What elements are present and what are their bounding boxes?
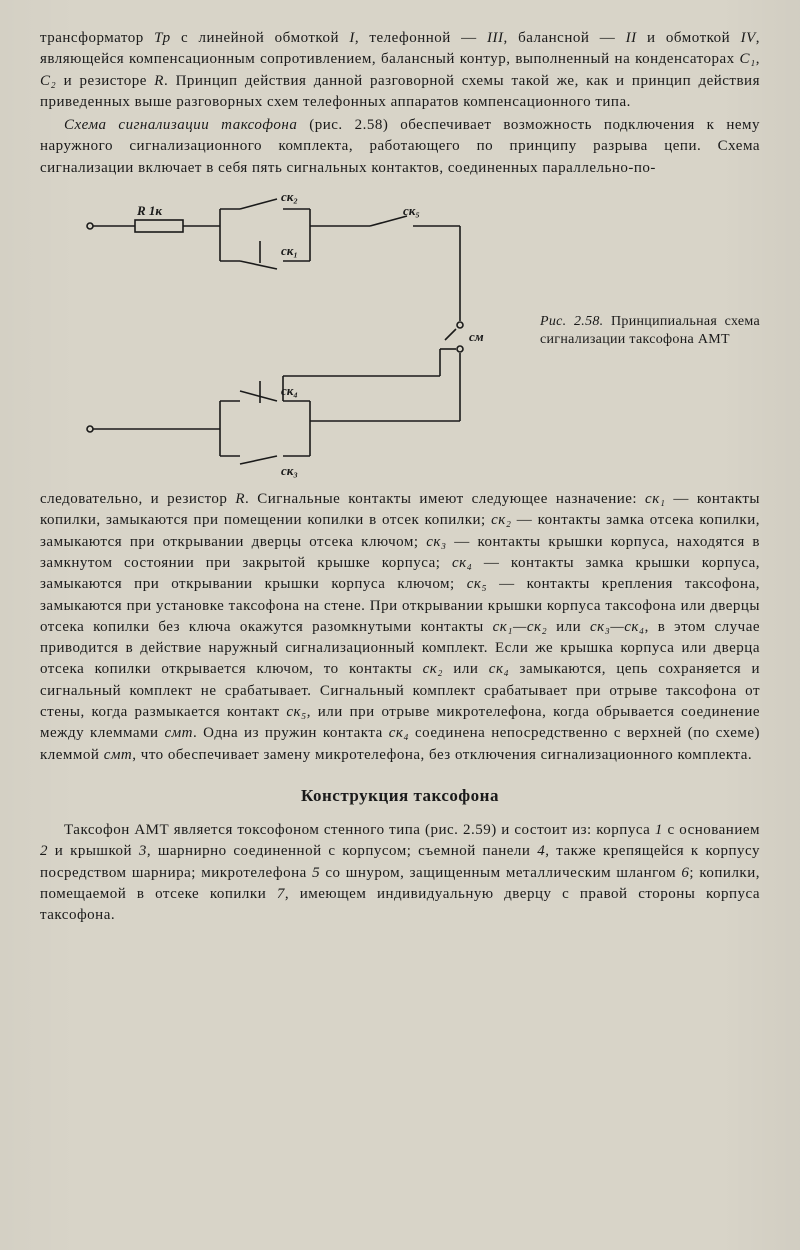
symbol: R bbox=[235, 491, 245, 507]
text: , телефонной — bbox=[355, 30, 487, 46]
symbol: ск₄ bbox=[452, 555, 472, 571]
text: со шнуром, защищенным металлическим шлан… bbox=[320, 865, 681, 881]
symbol: смт bbox=[104, 747, 133, 763]
symbol: ск₅ bbox=[467, 576, 487, 592]
italic-phrase: Схема сигнализации таксофона bbox=[64, 117, 297, 133]
label-cm: см bbox=[469, 329, 484, 344]
text: с линейной обмоткой bbox=[171, 30, 350, 46]
symbol: III bbox=[487, 30, 504, 46]
symbol: ск₂ bbox=[491, 512, 511, 528]
text: , bbox=[756, 51, 760, 67]
symbol: смт bbox=[164, 725, 193, 741]
paragraph-3: следовательно, и резистор R. Сигнальные … bbox=[40, 489, 760, 766]
text: следовательно, и резистор bbox=[40, 491, 235, 507]
paragraph-1: трансформатор Тр с линейной обмоткой I, … bbox=[40, 28, 760, 113]
symbol: R bbox=[154, 73, 164, 89]
symbol: ск₂ bbox=[423, 661, 443, 677]
text: или bbox=[547, 619, 590, 635]
label-r: R 1к bbox=[136, 203, 162, 218]
text: Таксофон АМТ является токсофоном стенног… bbox=[64, 822, 655, 838]
text: . Сигнальные контакты имеют следующее на… bbox=[245, 491, 645, 507]
symbol: 3 bbox=[139, 843, 147, 859]
symbol: ск₁—ск₂ bbox=[493, 619, 548, 635]
text: , что обеспечивает замену микротелефона,… bbox=[132, 747, 752, 763]
label-sk4: ск₄ bbox=[281, 383, 298, 398]
caption-prefix: Рис. 2.58. bbox=[540, 314, 603, 329]
symbol: ск₄ bbox=[489, 661, 509, 677]
symbol: 2 bbox=[40, 843, 48, 859]
text: и крышкой bbox=[48, 843, 139, 859]
text: . Одна из пружин контакта bbox=[193, 725, 389, 741]
symbol: II bbox=[626, 30, 637, 46]
symbol: ск₄ bbox=[389, 725, 409, 741]
symbol: ск₃—ск₄ bbox=[590, 619, 645, 635]
symbol: ск₅ bbox=[286, 704, 306, 720]
schematic-svg: R 1к ск₂ ск₁ ск₅ см ск₄ ск₃ bbox=[85, 191, 515, 481]
label-sk5: ск₅ bbox=[403, 203, 420, 218]
paragraph-2: Схема сигнализации таксофона (рис. 2.58)… bbox=[40, 115, 760, 179]
figure-caption: Рис. 2.58. Принципиальная схема сигнализ… bbox=[540, 313, 760, 349]
text: или bbox=[443, 661, 489, 677]
paragraph-4: Таксофон АМТ является токсофоном стенног… bbox=[40, 820, 760, 926]
symbol: Тр bbox=[154, 30, 170, 46]
page: трансформатор Тр с линейной обмоткой I, … bbox=[0, 0, 800, 1250]
section-heading: Конструкция таксофона bbox=[40, 786, 760, 806]
text: с основанием bbox=[663, 822, 760, 838]
text: , балансной — bbox=[503, 30, 625, 46]
symbol: 4 bbox=[537, 843, 545, 859]
symbol: C₁ bbox=[740, 51, 756, 67]
label-sk3: ск₃ bbox=[281, 463, 298, 478]
symbol: ск₁ bbox=[645, 491, 665, 507]
circuit-diagram: R 1к ск₂ ск₁ ск₅ см ск₄ ск₃ Рис. 2.58. П… bbox=[40, 191, 760, 481]
symbol: 7 bbox=[277, 886, 285, 902]
symbol: 5 bbox=[312, 865, 320, 881]
text: , шарнирно соединенной с корпусом; съемн… bbox=[147, 843, 537, 859]
symbol: IV bbox=[741, 30, 756, 46]
symbol: ск₃ bbox=[426, 534, 446, 550]
label-sk1: ск₁ bbox=[281, 243, 298, 258]
text: и обмоткой bbox=[637, 30, 741, 46]
symbol: 1 bbox=[655, 822, 663, 838]
symbol: C₂ bbox=[40, 73, 56, 89]
text: и резисторе bbox=[56, 73, 154, 89]
label-sk2: ск₂ bbox=[281, 191, 298, 204]
text: трансформатор bbox=[40, 30, 154, 46]
